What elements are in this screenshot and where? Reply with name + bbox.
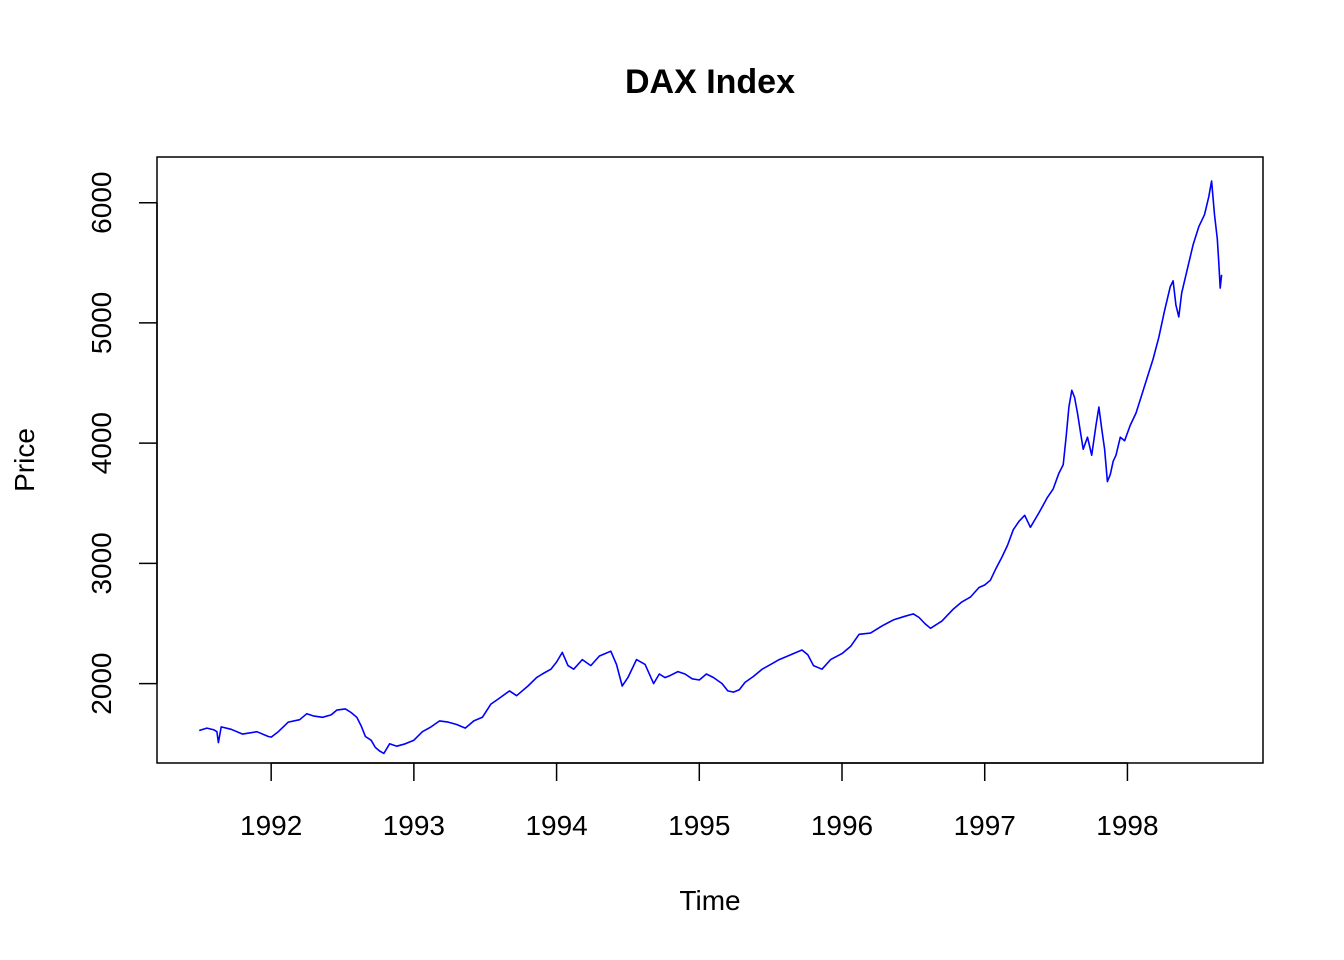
y-tick-label: 2000 [86, 652, 117, 714]
x-axis: 1992 1993 1994 1995 1996 1997 1998 [240, 762, 1159, 841]
x-tick-label: 1997 [954, 810, 1016, 841]
y-tick-label: 3000 [86, 532, 117, 594]
y-tick-label: 5000 [86, 292, 117, 354]
y-axis: 2000 3000 4000 5000 6000 [86, 172, 158, 715]
chart-title: DAX Index [625, 63, 795, 101]
x-tick-label: 1998 [1096, 810, 1158, 841]
y-axis-label: Price [9, 428, 40, 492]
x-tick-label: 1993 [383, 810, 445, 841]
y-tick-label: 6000 [86, 172, 117, 234]
x-tick-label: 1996 [811, 810, 873, 841]
x-axis-label: Time [679, 885, 740, 916]
dax-price-line [198, 180, 1223, 755]
x-tick-label: 1995 [668, 810, 730, 841]
x-tick-label: 1994 [525, 810, 587, 841]
plot-frame [156, 156, 1264, 764]
y-tick-label: 4000 [86, 412, 117, 474]
x-tick-label: 1992 [240, 810, 302, 841]
